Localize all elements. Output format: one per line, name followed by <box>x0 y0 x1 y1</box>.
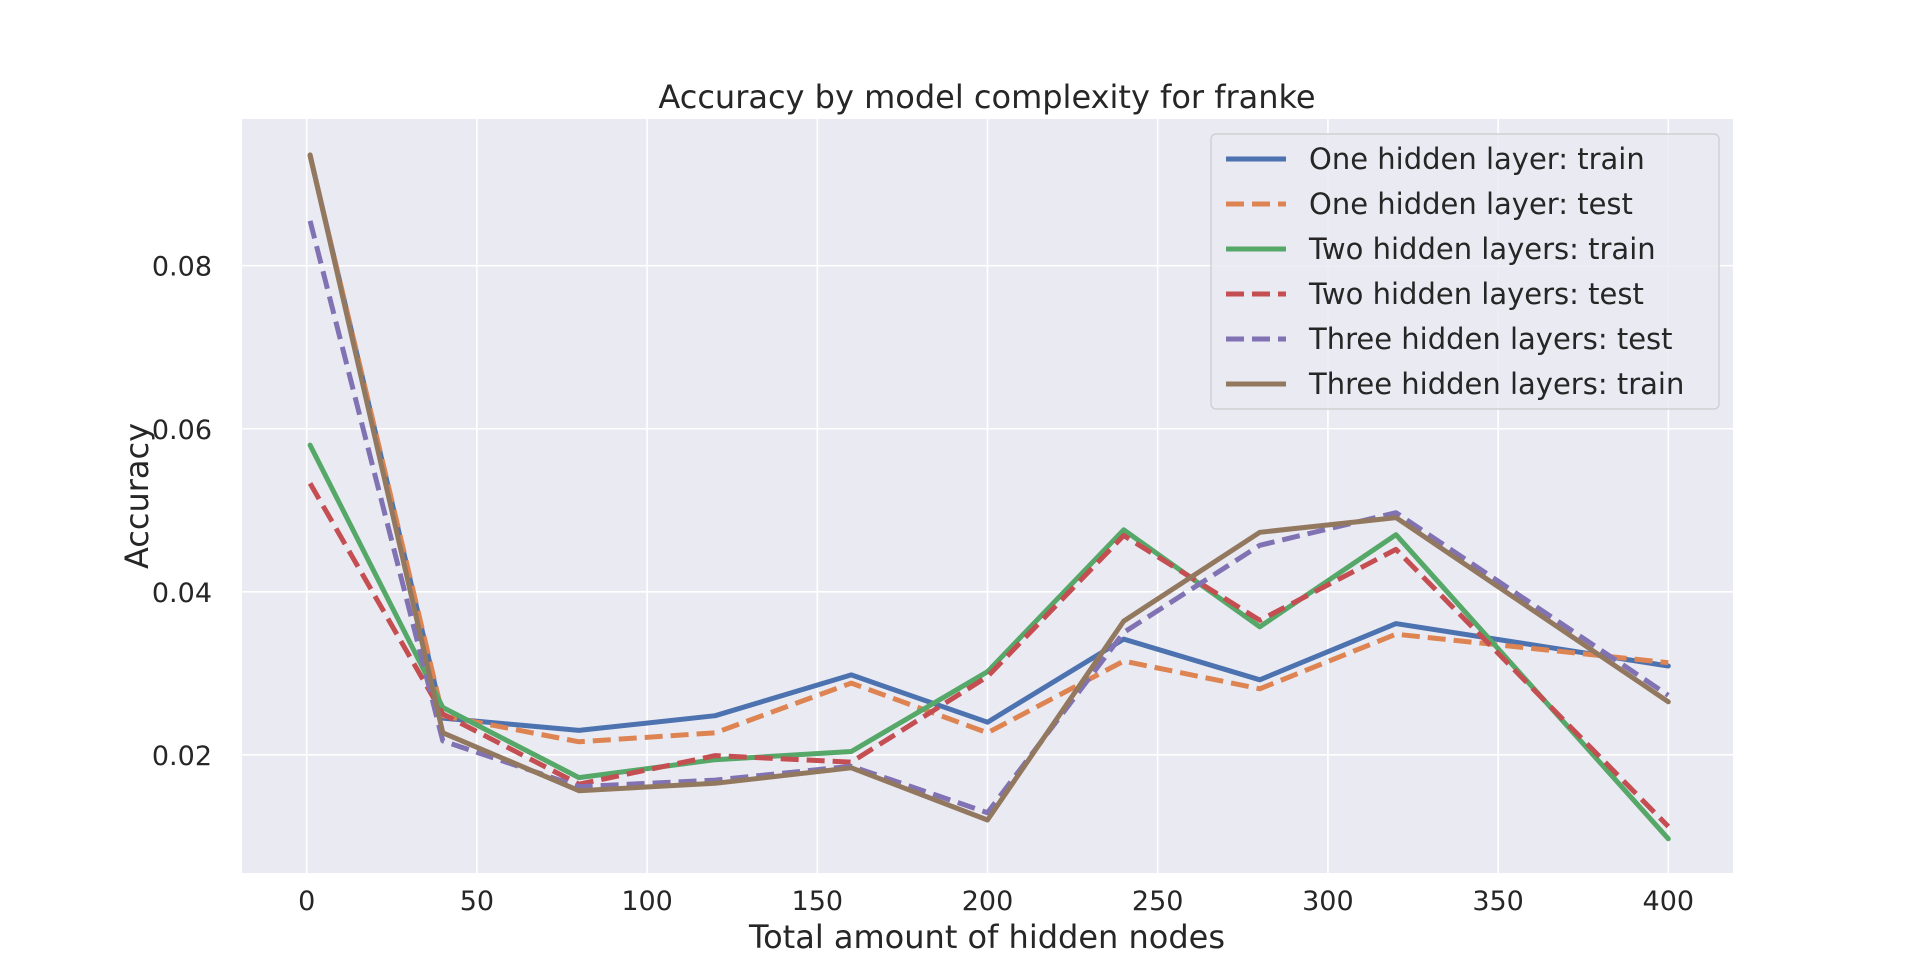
x-tick-label: 0 <box>298 886 315 917</box>
y-tick-label: 0.08 <box>152 252 212 283</box>
series-line-2 <box>307 155 1669 745</box>
x-axis-label: Total amount of hidden nodes <box>748 918 1225 956</box>
legend: One hidden layer: train One hidden layer:… <box>1210 133 1720 410</box>
series-line-4 <box>307 482 1671 829</box>
legend-label: Three hidden layers: test <box>1308 322 1673 356</box>
x-tick-label: 400 <box>1643 886 1695 917</box>
x-tick-label: 300 <box>1302 886 1354 917</box>
x-tick-label: 250 <box>1132 886 1184 917</box>
x-tick-labels: 0 50 100 150 200 250 300 350 400 <box>298 886 1694 917</box>
x-tick-label: 350 <box>1472 886 1524 917</box>
x-tick-label: 150 <box>792 886 844 917</box>
y-tick-label: 0.06 <box>152 415 212 446</box>
y-tick-label: 0.04 <box>152 578 212 609</box>
legend-label: One hidden layer: train <box>1309 142 1645 176</box>
y-tick-label: 0.02 <box>152 741 212 772</box>
series-lines <box>307 152 1671 842</box>
y-tick-labels: 0.02 0.04 0.06 0.08 <box>152 252 212 772</box>
legend-box <box>1210 133 1720 410</box>
series-line-6 <box>307 152 1671 823</box>
legend-label: One hidden layer: test <box>1309 187 1633 221</box>
series-line-1 <box>307 153 1671 733</box>
x-tick-label: 100 <box>621 886 673 917</box>
legend-label: Two hidden layers: train <box>1308 232 1656 266</box>
legend-label: Two hidden layers: test <box>1308 277 1644 311</box>
series-line-3 <box>307 442 1671 842</box>
x-tick-label: 50 <box>460 886 494 917</box>
y-axis-label: Accuracy <box>118 423 156 569</box>
chart-title: Accuracy by model complexity for franke <box>658 78 1315 116</box>
x-tick-label: 200 <box>962 886 1014 917</box>
legend-label: Three hidden layers: train <box>1308 367 1684 401</box>
